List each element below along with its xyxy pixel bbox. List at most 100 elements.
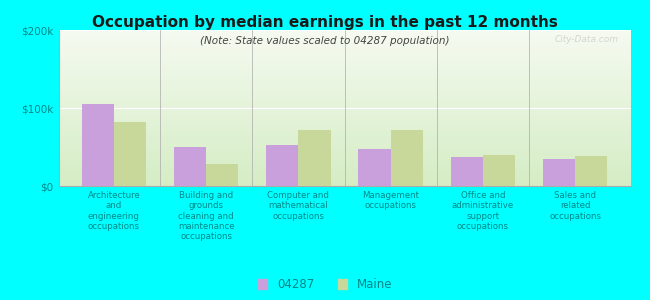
- Bar: [58, 80, 630, 82]
- Bar: [58, 166, 630, 167]
- Bar: [58, 133, 630, 134]
- Bar: [58, 141, 630, 142]
- Bar: [58, 105, 630, 106]
- Bar: [58, 146, 630, 147]
- Bar: [266, 146, 298, 186]
- Bar: [114, 122, 146, 186]
- Bar: [58, 177, 630, 178]
- Bar: [58, 147, 630, 148]
- Bar: [58, 69, 630, 70]
- Bar: [298, 130, 331, 186]
- Bar: [58, 113, 630, 114]
- Bar: [58, 55, 630, 56]
- Bar: [58, 97, 630, 99]
- Bar: [58, 60, 630, 61]
- Bar: [58, 91, 630, 92]
- Bar: [58, 124, 630, 125]
- Bar: [58, 167, 630, 169]
- Bar: [58, 41, 630, 43]
- Bar: [58, 169, 630, 170]
- Bar: [58, 68, 630, 69]
- Bar: [58, 47, 630, 49]
- Bar: [58, 136, 630, 138]
- Bar: [58, 43, 630, 44]
- Bar: [58, 127, 630, 128]
- Bar: [58, 53, 630, 55]
- Bar: [58, 138, 630, 139]
- Bar: [543, 159, 575, 186]
- Bar: [58, 75, 630, 77]
- Bar: [58, 63, 630, 64]
- Bar: [58, 38, 630, 39]
- Bar: [58, 70, 630, 72]
- Bar: [58, 155, 630, 156]
- Bar: [58, 150, 630, 152]
- Bar: [58, 152, 630, 153]
- Bar: [58, 164, 630, 166]
- Bar: [58, 163, 630, 164]
- Bar: [58, 144, 630, 146]
- Bar: [58, 89, 630, 91]
- Bar: [58, 83, 630, 85]
- Text: City-Data.com: City-Data.com: [555, 35, 619, 44]
- Bar: [58, 56, 630, 58]
- Bar: [58, 130, 630, 131]
- Bar: [58, 108, 630, 110]
- Bar: [391, 130, 423, 186]
- Bar: [358, 149, 391, 186]
- Bar: [58, 111, 630, 113]
- Bar: [58, 100, 630, 102]
- Bar: [58, 161, 630, 163]
- Bar: [58, 30, 630, 31]
- Bar: [58, 110, 630, 111]
- Bar: [58, 82, 630, 83]
- Bar: [58, 131, 630, 133]
- Bar: [58, 50, 630, 52]
- Bar: [58, 49, 630, 50]
- Bar: [58, 175, 630, 177]
- Bar: [58, 170, 630, 172]
- Bar: [58, 183, 630, 184]
- Bar: [58, 117, 630, 119]
- Bar: [58, 44, 630, 46]
- Bar: [58, 85, 630, 86]
- Bar: [58, 114, 630, 116]
- Bar: [58, 106, 630, 108]
- Bar: [58, 64, 630, 66]
- Bar: [58, 178, 630, 180]
- Bar: [58, 156, 630, 158]
- Bar: [58, 94, 630, 95]
- Text: (Note: State values scaled to 04287 population): (Note: State values scaled to 04287 popu…: [200, 36, 450, 46]
- Bar: [58, 95, 630, 97]
- Bar: [483, 155, 515, 186]
- Bar: [58, 158, 630, 160]
- Bar: [58, 77, 630, 78]
- Bar: [58, 122, 630, 124]
- Bar: [58, 134, 630, 136]
- Bar: [58, 181, 630, 183]
- Bar: [58, 92, 630, 94]
- Bar: [81, 104, 114, 186]
- Bar: [58, 139, 630, 141]
- Bar: [58, 36, 630, 38]
- Bar: [58, 46, 630, 47]
- Bar: [174, 147, 206, 186]
- Bar: [58, 153, 630, 155]
- Bar: [58, 102, 630, 103]
- Bar: [58, 119, 630, 121]
- Bar: [58, 160, 630, 161]
- Bar: [58, 125, 630, 127]
- Bar: [58, 148, 630, 150]
- Bar: [58, 88, 630, 89]
- Bar: [58, 52, 630, 53]
- Bar: [450, 157, 483, 186]
- Bar: [58, 103, 630, 105]
- Bar: [58, 86, 630, 88]
- Bar: [58, 39, 630, 41]
- Bar: [58, 35, 630, 36]
- Bar: [58, 184, 630, 186]
- Bar: [58, 121, 630, 122]
- Text: Occupation by median earnings in the past 12 months: Occupation by median earnings in the pas…: [92, 15, 558, 30]
- Bar: [58, 128, 630, 130]
- Bar: [206, 164, 239, 186]
